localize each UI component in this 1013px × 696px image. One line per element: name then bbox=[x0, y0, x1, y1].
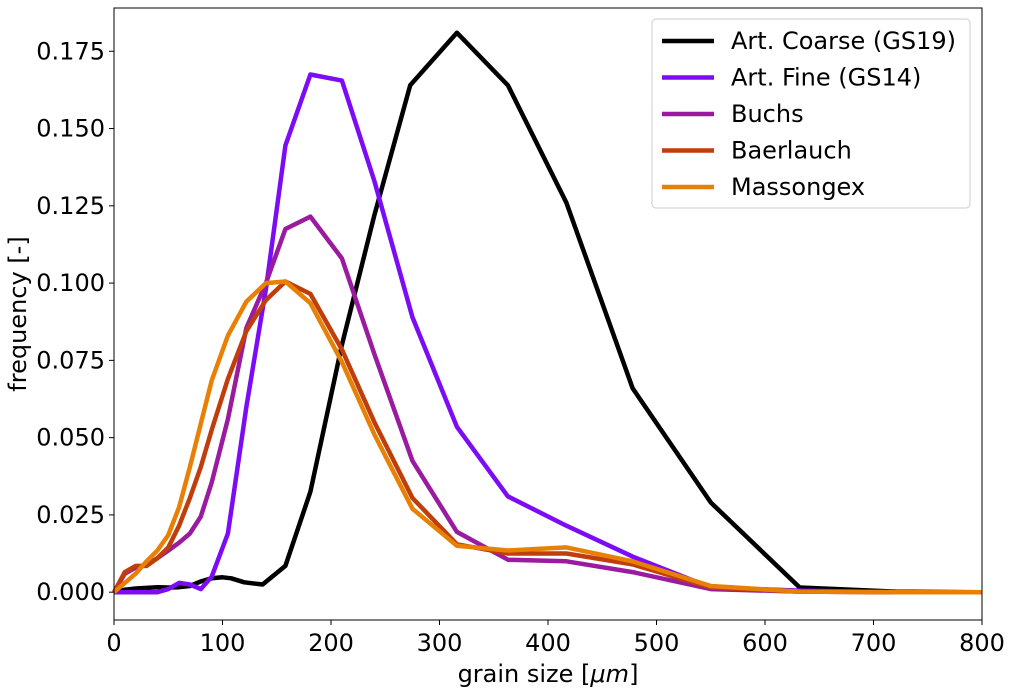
x-axis: 0 100 200 300 400 500 600 700 800 bbox=[106, 620, 1005, 657]
series-line-art-fine-gs14 bbox=[114, 72, 982, 595]
x-tick-label: 100 bbox=[200, 629, 246, 657]
x-axis-label-prefix: grain size [ bbox=[458, 660, 591, 688]
legend-label-art-coarse-gs19: Art. Coarse (GS19) bbox=[731, 27, 956, 55]
y-axis: 0.000 0.025 0.050 0.075 0.100 0.125 0.150 0.175 bbox=[36, 37, 114, 606]
x-tick-label: 600 bbox=[742, 629, 788, 657]
y-tick-label: 0.125 bbox=[36, 192, 105, 220]
y-tick-label: 0.075 bbox=[36, 346, 105, 374]
x-tick-label: 300 bbox=[417, 629, 463, 657]
legend: Art. Coarse (GS19) Art. Fine (GS14) Buchs B… bbox=[651, 18, 971, 209]
x-tick-label: 0 bbox=[106, 629, 121, 657]
series-line-baerlauch bbox=[112, 279, 982, 595]
y-tick-label: 0.100 bbox=[36, 269, 105, 297]
x-axis-label-unit: μm bbox=[589, 660, 629, 688]
x-tick-label: 400 bbox=[525, 629, 571, 657]
x-axis-label: grain size [μm] bbox=[458, 660, 639, 688]
y-tick-label: 0.025 bbox=[36, 501, 105, 529]
y-tick-label: 0.150 bbox=[36, 115, 105, 143]
legend-label-massongex: Massongex bbox=[731, 173, 865, 201]
legend-label-buchs: Buchs bbox=[731, 100, 804, 128]
legend-label-baerlauch: Baerlauch bbox=[731, 137, 852, 165]
y-tick-label: 0.050 bbox=[36, 424, 105, 452]
x-tick-label: 800 bbox=[959, 629, 1005, 657]
x-tick-label: 500 bbox=[634, 629, 680, 657]
y-tick-label: 0.175 bbox=[36, 37, 105, 65]
x-tick-label: 700 bbox=[851, 629, 897, 657]
legend-label-art-fine-gs14: Art. Fine (GS14) bbox=[731, 64, 921, 92]
y-tick-label: 0.000 bbox=[36, 578, 105, 606]
x-axis-label-suffix: ] bbox=[629, 660, 638, 688]
y-axis-label: frequency [-] bbox=[4, 236, 32, 391]
series-layer bbox=[112, 30, 983, 595]
legend-frame bbox=[651, 18, 971, 209]
x-tick-label: 200 bbox=[308, 629, 354, 657]
series-line-massongex bbox=[112, 279, 982, 595]
series-line-art-coarse-gs19 bbox=[113, 30, 983, 595]
